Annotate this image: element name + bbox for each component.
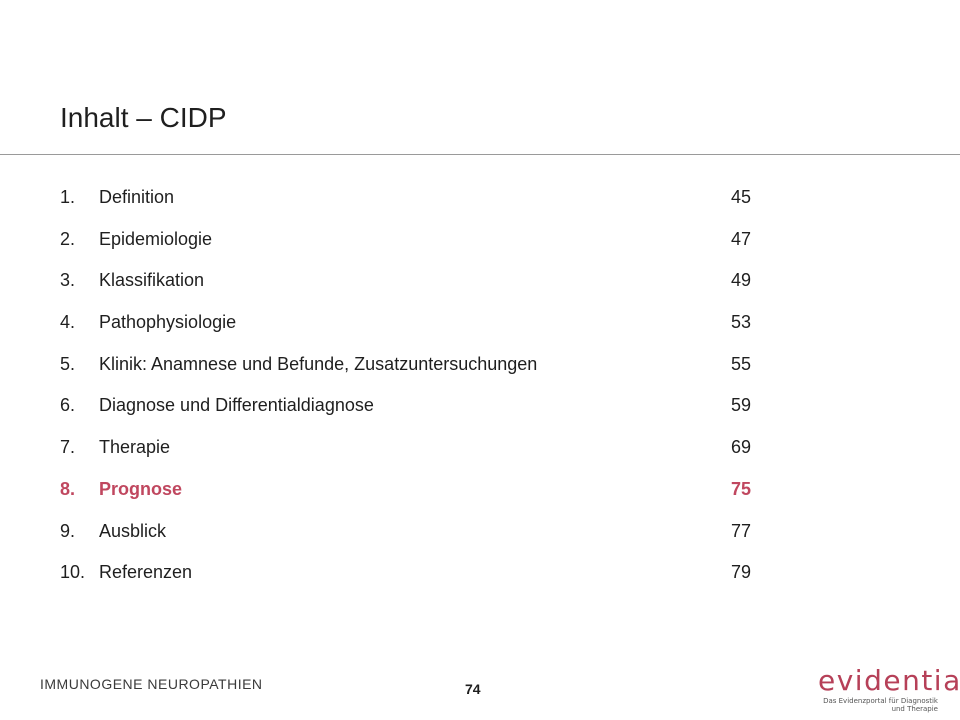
toc-item[interactable]: 6. Diagnose und Differentialdiagnose 59 [60, 390, 760, 432]
page-title: Inhalt – CIDP [60, 102, 227, 133]
toc-item[interactable]: 8. Prognose 75 [60, 474, 760, 516]
toc-item-number: 1. [60, 187, 76, 207]
table-of-contents: 1. Definition 45 2. Epidemiologie 47 3. … [60, 182, 760, 599]
evidentia-logo: evidentia Das Evidenzportal für Diagnost… [818, 664, 960, 714]
logo-wordmark: evidentia [818, 664, 960, 697]
toc-item-page: 75 [731, 478, 752, 499]
toc-item-label: Epidemiologie [99, 228, 213, 249]
toc-item-page: 55 [731, 353, 752, 374]
toc-item-label: Therapie [99, 437, 171, 458]
toc-item-page: 59 [731, 395, 752, 416]
logo-tagline: Das Evidenzportal für Diagnostik und The… [822, 697, 938, 713]
toc-item-number: 5. [60, 353, 76, 374]
toc-item-label: Definition [99, 187, 175, 207]
title-divider [0, 154, 960, 155]
logo-tagline-line: und Therapie [891, 705, 938, 713]
toc-item-page: 49 [731, 270, 752, 291]
toc-item[interactable]: 2. Epidemiologie 47 [60, 224, 760, 266]
toc-item-number: 2. [60, 228, 76, 249]
footer-page-number: 74 [465, 681, 481, 697]
toc-item-label: Klassifikation [99, 270, 205, 291]
toc-item-number: 4. [60, 312, 76, 333]
logo-tagline-line: Das Evidenzportal für Diagnostik [823, 697, 938, 705]
toc-item-number: 9. [60, 520, 76, 541]
toc-item-page: 79 [731, 562, 752, 583]
toc-item[interactable]: 1. Definition 45 [60, 182, 760, 224]
toc-item[interactable]: 4. Pathophysiologie 53 [60, 307, 760, 349]
footer-section-title: IMMUNOGENE NEUROPATHIEN [40, 676, 263, 692]
toc-item-label: Diagnose und Differentialdiagnose [99, 395, 374, 416]
toc-item-number: 6. [60, 395, 76, 416]
toc-item-number: 10. [60, 562, 86, 583]
toc-item-page: 53 [731, 312, 752, 333]
toc-item-label: Ausblick [99, 520, 167, 541]
toc-item-label: Prognose [99, 478, 183, 499]
toc-item-number: 7. [60, 437, 76, 458]
toc-item[interactable]: 5. Klinik: Anamnese und Befunde, Zusatzu… [60, 349, 760, 391]
toc-item[interactable]: 7. Therapie 69 [60, 432, 760, 474]
toc-item-label: Klinik: Anamnese und Befunde, Zusatzunte… [99, 353, 538, 374]
toc-item[interactable]: 10. Referenzen 79 [60, 557, 760, 599]
toc-item-label: Pathophysiologie [99, 312, 237, 333]
toc-item-label: Referenzen [99, 562, 193, 583]
toc-item-number: 8. [60, 478, 76, 499]
toc-item[interactable]: 3. Klassifikation 49 [60, 265, 760, 307]
toc-item[interactable]: 9. Ausblick 77 [60, 516, 760, 558]
toc-item-page: 69 [731, 437, 752, 458]
toc-item-number: 3. [60, 270, 76, 291]
toc-item-page: 45 [731, 187, 752, 207]
toc-item-page: 47 [731, 228, 752, 249]
toc-item-page: 77 [731, 520, 752, 541]
